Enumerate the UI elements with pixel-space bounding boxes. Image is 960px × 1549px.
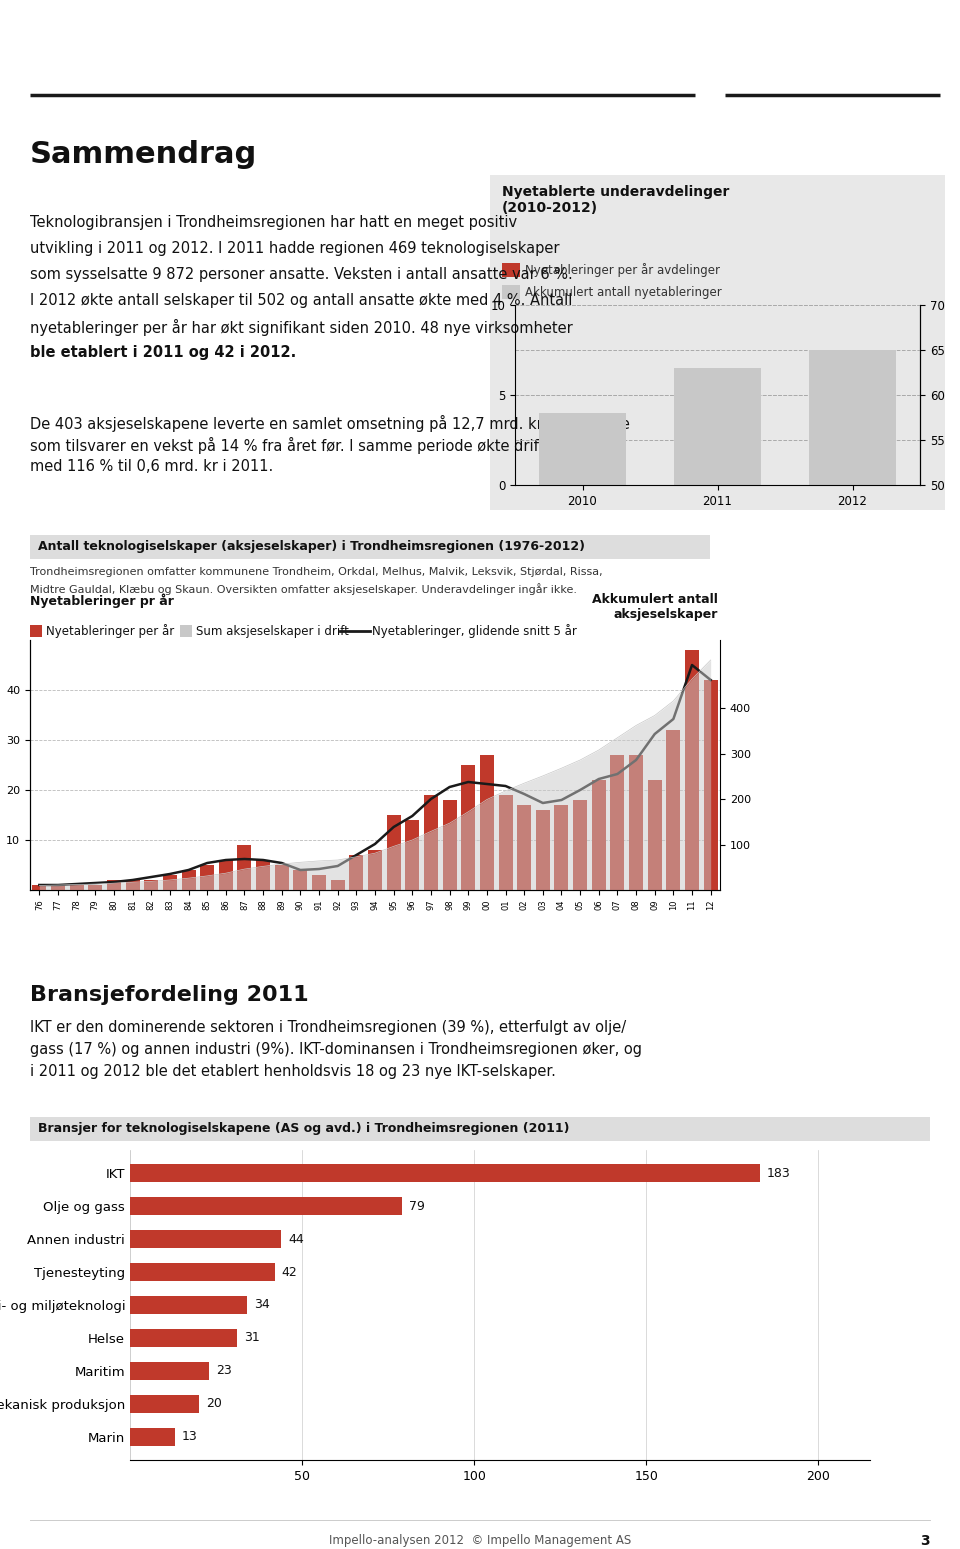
Text: 13: 13 [181, 1430, 198, 1444]
Bar [107, 880, 121, 891]
Text: 79: 79 [409, 1199, 424, 1213]
Bar [33, 884, 46, 891]
Text: Midtre Gauldal, Klæbu og Skaun. Oversikten omfatter aksjeselskaper. Underavdelin: Midtre Gauldal, Klæbu og Skaun. Oversikt… [30, 582, 577, 595]
Text: som sysselsatte 9 872 personer ansatte. Veksten i antall ansatte var 6 %.: som sysselsatte 9 872 personer ansatte. … [30, 266, 573, 282]
Text: IKT er den dominerende sektoren i Trondheimsregionen (39 %), etterfulgt av olje/: IKT er den dominerende sektoren i Trondh… [30, 1019, 626, 1035]
Bar [443, 799, 457, 891]
Bar [70, 884, 84, 891]
Bar [555, 805, 568, 891]
Bar [704, 680, 718, 891]
Bar [275, 864, 289, 891]
Bar [648, 781, 661, 891]
Text: De 403 aksjeselskapene leverte en samlet omsetning på 12,7 mrd. kr i 2011, noe: De 403 aksjeselskapene leverte en samlet… [30, 415, 630, 432]
Bar [405, 819, 420, 891]
Bar [808, 350, 897, 936]
Bar [130, 1297, 247, 1314]
Text: 23: 23 [216, 1365, 231, 1377]
Bar [559, 449, 606, 485]
Bar [368, 850, 382, 891]
Bar [163, 875, 177, 891]
Bar [130, 1230, 281, 1248]
Text: 31: 31 [244, 1332, 259, 1345]
Bar [181, 871, 196, 891]
Text: Impello-analysen 2012  © Impello Management AS: Impello-analysen 2012 © Impello Manageme… [329, 1534, 631, 1547]
Bar [674, 369, 761, 936]
Text: Antall teknologiselskaper (aksjeselskaper) i Trondheimsregionen (1976-2012): Antall teknologiselskaper (aksjeselskape… [38, 541, 585, 553]
Bar [30, 534, 710, 559]
Text: Sammendrag: Sammendrag [821, 19, 935, 34]
Text: nyetableringer per år har økt signifikant siden 2010. 48 nye virksomheter: nyetableringer per år har økt signifikan… [30, 319, 573, 336]
Text: 42: 42 [281, 1266, 298, 1278]
Bar [490, 175, 945, 510]
Bar [424, 795, 438, 891]
Bar [312, 875, 326, 891]
Bar [51, 884, 65, 891]
Text: Trondheimsregionen omfatter kommunene Trondheim, Orkdal, Melhus, Malvik, Leksvik: Trondheimsregionen omfatter kommunene Tr… [30, 567, 603, 576]
Bar [144, 880, 158, 891]
Bar [130, 1428, 175, 1445]
Bar [330, 880, 345, 891]
Bar [539, 414, 626, 936]
Bar [237, 846, 252, 891]
Bar [219, 860, 233, 891]
Text: Sammendrag: Sammendrag [30, 139, 257, 169]
Bar [130, 1262, 275, 1281]
Text: Nyetableringer pr år: Nyetableringer pr år [30, 593, 174, 607]
Bar [201, 864, 214, 891]
Bar [387, 815, 400, 891]
Text: gass (17 %) og annen industri (9%). IKT-dominansen i Trondheimsregionen øker, og: gass (17 %) og annen industri (9%). IKT-… [30, 1042, 642, 1056]
Bar [480, 754, 493, 891]
Text: 34: 34 [253, 1298, 270, 1312]
Text: Teknologibransjen i Trondheimsregionen har hatt en meget positiv: Teknologibransjen i Trondheimsregionen h… [30, 215, 517, 229]
Bar [256, 860, 270, 891]
Text: Bransjefordeling 2011: Bransjefordeling 2011 [30, 985, 308, 1005]
Text: utvikling i 2011 og 2012. I 2011 hadde regionen 469 teknologiselskaper: utvikling i 2011 og 2012. I 2011 hadde r… [30, 242, 560, 256]
Bar [573, 799, 588, 891]
Text: i 2011 og 2012 ble det etablert henholdsvis 18 og 23 nye IKT-selskaper.: i 2011 og 2012 ble det etablert henholds… [30, 1064, 556, 1080]
Bar [349, 855, 363, 891]
Bar [88, 884, 103, 891]
Bar [180, 624, 192, 637]
Bar [828, 449, 876, 485]
Text: Bransjer for teknologiselskapene (AS og avd.) i Trondheimsregionen (2011): Bransjer for teknologiselskapene (AS og … [38, 1121, 569, 1135]
Bar [130, 1329, 237, 1348]
Bar [30, 624, 42, 637]
Bar [130, 1197, 402, 1214]
Text: Nyetableringer, glidende snitt 5 år: Nyetableringer, glidende snitt 5 år [372, 624, 577, 638]
Bar [502, 285, 520, 299]
Bar [591, 781, 606, 891]
Bar [629, 754, 643, 891]
Bar [130, 1165, 760, 1182]
Bar [294, 871, 307, 891]
Bar [126, 880, 139, 891]
Text: Nyetableringer per år avdelinger: Nyetableringer per år avdelinger [525, 263, 720, 277]
Text: med 116 % til 0,6 mrd. kr i 2011.: med 116 % til 0,6 mrd. kr i 2011. [30, 459, 274, 474]
Bar [666, 730, 681, 891]
Bar [130, 1362, 209, 1380]
Text: 183: 183 [767, 1166, 790, 1180]
Bar [461, 765, 475, 891]
Bar [611, 754, 624, 891]
Text: Akkumulert antall nyetableringer: Akkumulert antall nyetableringer [525, 285, 722, 299]
Bar [130, 1394, 199, 1413]
Text: Akkumulert antall
aksjeselskaper: Akkumulert antall aksjeselskaper [592, 593, 718, 621]
Bar [517, 805, 531, 891]
Bar [30, 1117, 930, 1142]
Bar [498, 795, 513, 891]
Bar [685, 651, 699, 891]
Text: 20: 20 [205, 1397, 222, 1411]
Bar [536, 810, 550, 891]
Text: 44: 44 [288, 1233, 304, 1245]
Text: Nyetableringer per år: Nyetableringer per år [46, 624, 175, 638]
Text: ble etablert i 2011 og 42 i 2012.: ble etablert i 2011 og 42 i 2012. [30, 345, 297, 359]
Text: som tilsvarer en vekst på 14 % fra året før. I samme periode økte driftsresultat: som tilsvarer en vekst på 14 % fra året … [30, 437, 623, 454]
Bar [502, 263, 520, 277]
Text: Sum aksjeselskaper i drift: Sum aksjeselskaper i drift [196, 624, 348, 638]
Bar [694, 395, 741, 485]
Text: 3: 3 [921, 1534, 930, 1547]
Text: Nyetablerte underavdelinger
(2010-2012): Nyetablerte underavdelinger (2010-2012) [502, 184, 730, 215]
Text: I 2012 økte antall selskaper til 502 og antall ansatte økte med 4 %. Antall: I 2012 økte antall selskaper til 502 og … [30, 293, 572, 308]
